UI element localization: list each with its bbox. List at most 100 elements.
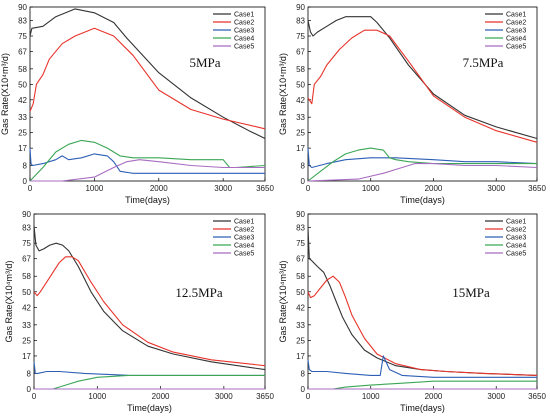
legend-label-case3: Case3 — [506, 235, 526, 242]
y-tick-label: 58 — [296, 272, 305, 281]
y-tick-label: 75 — [18, 32, 27, 41]
legend-label-case1: Case1 — [234, 12, 254, 19]
legend-label-case3: Case3 — [234, 28, 254, 35]
plot-frame — [33, 213, 266, 390]
y-tick-label: 25 — [296, 336, 305, 345]
pressure-annotation: 5MPa — [189, 55, 220, 70]
y-tick-label: 58 — [22, 272, 31, 281]
legend-label-case1: Case1 — [506, 219, 526, 226]
x-tick-label: 1000 — [362, 184, 380, 193]
y-tick-label: 58 — [18, 65, 27, 74]
legend-label-case5: Case5 — [506, 251, 526, 258]
x-tick-label: 2000 — [150, 184, 168, 193]
legend-label-case4: Case4 — [234, 36, 254, 43]
y-tick-label: 17 — [296, 144, 305, 153]
y-tick-label: 25 — [18, 129, 27, 138]
y-tick-label: 8 — [301, 369, 306, 378]
series-line-case3 — [33, 361, 265, 376]
legend-label-case2: Case2 — [234, 20, 254, 27]
x-tick-label: 3650 — [528, 184, 546, 193]
x-tick-label: 2000 — [425, 184, 443, 193]
y-tick-label: 33 — [18, 113, 27, 122]
y-axis-label: Gas Rate(X10⁴m³/d) — [0, 53, 10, 135]
legend-label-case4: Case4 — [506, 36, 526, 43]
series-line-case4 — [307, 147, 537, 182]
y-tick-label: 90 — [296, 210, 305, 219]
legend-label-case5: Case5 — [506, 44, 526, 51]
series-line-case4 — [34, 374, 265, 390]
y-tick-label: 67 — [22, 255, 31, 264]
plot-frame — [307, 213, 538, 390]
series-line-case3 — [307, 355, 537, 378]
pressure-annotation: 12.5MPa — [175, 285, 223, 300]
y-tick-label: 67 — [296, 255, 305, 264]
y-tick-label: 25 — [22, 336, 31, 345]
series-line-case3 — [29, 148, 265, 174]
x-tick-label: 1000 — [88, 392, 106, 401]
y-tick-label: 0 — [27, 385, 32, 394]
legend-label-case3: Case3 — [506, 28, 526, 35]
series-line-case1 — [307, 16, 538, 140]
y-tick-label: 90 — [296, 3, 305, 12]
plot-frame — [307, 6, 538, 182]
y-tick-label: 42 — [296, 303, 305, 312]
series-line-case3 — [307, 148, 538, 169]
series-line-case1 — [33, 225, 266, 371]
x-tick-label: 3000 — [214, 184, 232, 193]
legend-label-case3: Case3 — [234, 235, 254, 242]
y-axis-label: Gas Rate(X10⁴m³/d) — [278, 53, 288, 135]
series-line-case5 — [30, 159, 265, 182]
pressure-annotation: 15MPa — [452, 285, 490, 300]
series-line-case2 — [29, 27, 266, 130]
y-tick-label: 42 — [296, 96, 305, 105]
y-tick-label: 83 — [296, 224, 305, 233]
y-tick-label: 0 — [301, 177, 306, 186]
legend-label-case4: Case4 — [234, 243, 254, 250]
y-tick-label: 50 — [22, 288, 31, 297]
x-tick-label: 0 — [32, 392, 37, 401]
chart-panel-1: 0 8 17 25 33 42 50 58 67 75 83 90 0 1000 2000 3000 3650 T… — [0, 3, 274, 205]
y-tick-label: 33 — [22, 321, 31, 330]
y-tick-label: 83 — [296, 17, 305, 26]
series-line-case2 — [307, 275, 538, 376]
x-tick-label: 3650 — [256, 392, 274, 401]
legend-label-case4: Case4 — [506, 243, 526, 250]
y-tick-label: 58 — [296, 65, 305, 74]
x-tick-label: 3000 — [487, 184, 505, 193]
y-tick-label: 50 — [296, 80, 305, 89]
pressure-annotation: 7.5MPa — [463, 55, 504, 70]
legend-label-case5: Case5 — [234, 251, 254, 258]
x-axis-label: Time(days) — [400, 195, 445, 205]
legend-label-case1: Case1 — [234, 219, 254, 226]
y-tick-label: 25 — [296, 129, 305, 138]
y-tick-label: 75 — [296, 32, 305, 41]
x-axis-label: Time(days) — [127, 403, 172, 413]
y-tick-label: 42 — [22, 303, 31, 312]
y-axis-label: Gas Rate(X10⁴m³/d) — [278, 261, 288, 343]
y-tick-label: 83 — [22, 224, 31, 233]
y-tick-label: 67 — [296, 47, 305, 56]
y-tick-label: 33 — [296, 321, 305, 330]
series-line-case1 — [29, 8, 266, 139]
series-line-case2 — [307, 29, 538, 143]
series-line-case4 — [308, 380, 537, 390]
series-line-case5 — [307, 163, 538, 182]
x-tick-label: 0 — [28, 184, 33, 193]
legend-label-case2: Case2 — [234, 227, 254, 234]
y-tick-label: 17 — [18, 144, 27, 153]
x-tick-label: 0 — [306, 184, 311, 193]
y-tick-label: 8 — [27, 369, 32, 378]
x-tick-label: 3650 — [256, 184, 274, 193]
y-tick-label: 17 — [296, 352, 305, 361]
x-tick-label: 2000 — [152, 392, 170, 401]
series-line-case4 — [29, 139, 266, 182]
x-tick-label: 1000 — [85, 184, 103, 193]
y-tick-label: 0 — [301, 385, 306, 394]
y-tick-label: 0 — [23, 177, 28, 186]
y-tick-label: 50 — [18, 80, 27, 89]
x-tick-label: 3000 — [487, 392, 505, 401]
y-tick-label: 90 — [18, 3, 27, 12]
y-tick-label: 8 — [23, 162, 28, 171]
plot-frame — [29, 6, 266, 182]
